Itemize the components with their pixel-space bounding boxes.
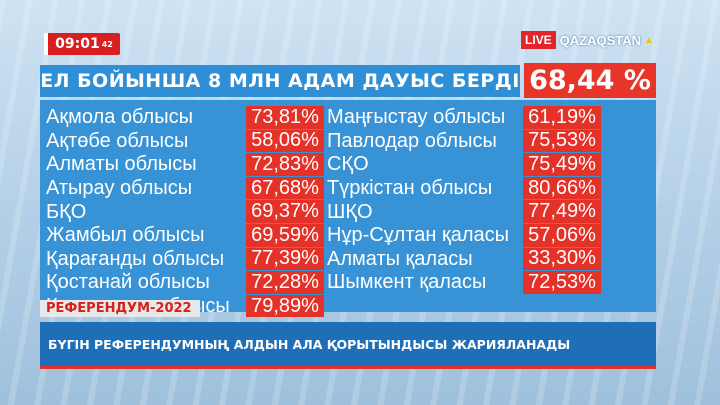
table-row: Маңғыстау облысы 61,19% — [327, 106, 601, 130]
turnout-value: 58,06% — [246, 129, 324, 153]
table-row: СҚО 75,49% — [327, 153, 601, 177]
clock: 09:01 42 — [44, 33, 120, 55]
region-name: БҚО — [46, 200, 87, 223]
region-name: Жамбыл облысы — [46, 224, 205, 247]
ticker-text: БҮГІН РЕФЕРЕНДУМНЫҢ АЛДЫН АЛА ҚОРЫТЫНДЫС… — [48, 336, 571, 352]
region-name: Алматы қаласы — [327, 247, 473, 270]
table-row: Нұр-Сұлтан қаласы 57,06% — [327, 224, 601, 248]
channel-logo: LIVE QAZAQSTAN ▲ — [521, 31, 654, 49]
table-row: Қарағанды облысы 77,39% — [46, 247, 324, 272]
region-name: Атырау облысы — [46, 177, 193, 200]
table-row: Ақмола облысы 73,81% — [46, 106, 324, 130]
table-row: БҚО 69,37% — [46, 200, 324, 224]
region-name: Маңғыстау облысы — [327, 106, 506, 129]
table-row: Түркістан облысы 80,66% — [327, 177, 601, 201]
turnout-value: 77,49% — [523, 200, 601, 223]
turnout-value: 79,89% — [246, 295, 324, 318]
table-row: ШҚО 77,49% — [327, 200, 601, 224]
turnout-value: 72,83% — [246, 153, 324, 176]
headline-value-box: 68,44 % — [524, 63, 656, 98]
table-row: Алматы қаласы 33,30% — [327, 247, 601, 272]
table-row: Қостанай облысы 72,28% — [46, 271, 324, 295]
flag-icon: ▲ — [644, 34, 654, 46]
turnout-value: 75,49% — [523, 153, 601, 176]
headline-value: 68,44 % — [529, 65, 651, 96]
table-row: Атырау облысы 67,68% — [46, 177, 324, 201]
news-ticker: БҮГІН РЕФЕРЕНДУМНЫҢ АЛДЫН АЛА ҚОРЫТЫНДЫС… — [40, 322, 656, 366]
turnout-value: 77,39% — [246, 247, 324, 271]
turnout-value: 80,66% — [523, 177, 601, 200]
results-panel: Ақмола облысы 73,81% Ақтөбе облысы 58,06% … — [40, 100, 656, 318]
left-column: Ақмола облысы 73,81% Ақтөбе облысы 58,06% … — [46, 106, 324, 318]
region-name: Ақтөбе облысы — [46, 129, 189, 152]
ticker-accent-strip — [40, 366, 656, 369]
clock-time: 09:01 — [55, 36, 100, 52]
turnout-value: 73,81% — [246, 106, 324, 129]
region-name: ШҚО — [327, 200, 373, 223]
turnout-value: 72,53% — [523, 271, 601, 294]
live-badge: LIVE — [521, 31, 556, 49]
turnout-value: 75,53% — [523, 129, 601, 153]
turnout-value: 67,68% — [246, 177, 324, 200]
channel-name: QAZAQSTAN — [559, 32, 642, 48]
referendum-tag: РЕФЕРЕНДУМ-2022 — [40, 300, 200, 317]
table-row: Алматы облысы 72,83% — [46, 153, 324, 177]
region-name: Түркістан облысы — [327, 177, 493, 200]
turnout-value: 57,06% — [523, 224, 601, 247]
turnout-value: 33,30% — [523, 247, 601, 271]
region-name: Шымкент қаласы — [327, 271, 487, 294]
table-row: Ақтөбе облысы 58,06% — [46, 129, 324, 154]
referendum-tag-label: РЕФЕРЕНДУМ-2022 — [46, 301, 192, 316]
table-row: Павлодар облысы 75,53% — [327, 129, 601, 154]
table-row: Шымкент қаласы 72,53% — [327, 271, 601, 295]
region-name: Павлодар облысы — [327, 129, 497, 152]
headline-text: ЕЛ БОЙЫНША 8 МЛН АДАМ ДАУЫС БЕРДІ — [40, 70, 520, 92]
clock-seconds: 42 — [101, 39, 113, 49]
region-name: Нұр-Сұлтан қаласы — [327, 224, 510, 247]
turnout-value: 61,19% — [523, 106, 601, 129]
turnout-value: 69,37% — [246, 200, 324, 223]
region-name: Қостанай облысы — [46, 271, 210, 294]
turnout-value: 72,28% — [246, 271, 324, 294]
region-name: Алматы облысы — [46, 153, 197, 176]
table-row: Жамбыл облысы 69,59% — [46, 224, 324, 248]
region-name: Қарағанды облысы — [46, 247, 225, 270]
region-name: Ақмола облысы — [46, 106, 193, 129]
right-column: Маңғыстау облысы 61,19% Павлодар облысы 75… — [327, 106, 601, 295]
headline-banner: ЕЛ БОЙЫНША 8 МЛН АДАМ ДАУЫС БЕРДІ — [40, 65, 520, 97]
turnout-value: 69,59% — [246, 224, 324, 247]
region-name: СҚО — [327, 153, 369, 176]
